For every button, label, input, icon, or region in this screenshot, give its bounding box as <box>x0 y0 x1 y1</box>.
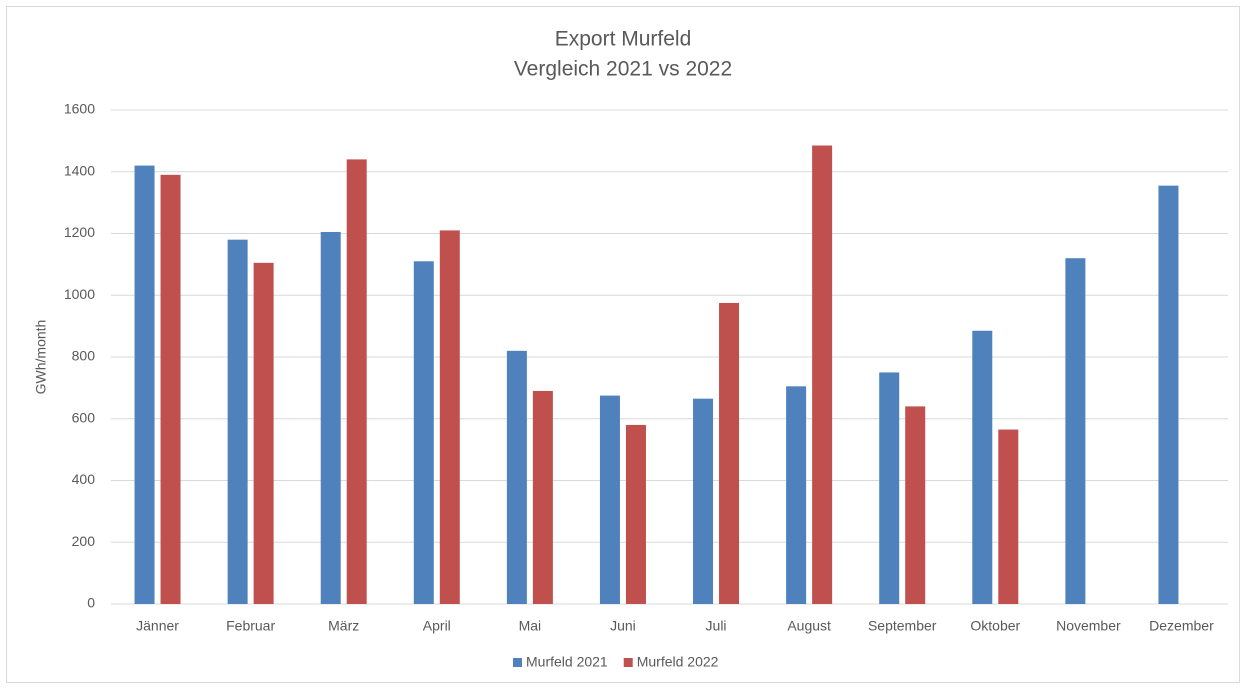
bar <box>439 230 460 604</box>
y-axis-label: GWh/month <box>33 320 49 395</box>
x-tick-label: März <box>328 618 359 634</box>
y-tick-label: 0 <box>87 595 95 611</box>
bar <box>905 406 926 604</box>
y-tick-label: 800 <box>72 348 96 364</box>
x-tick-label: August <box>787 618 831 634</box>
y-tick-label: 200 <box>72 533 96 549</box>
bar <box>719 302 740 604</box>
x-tick-label: Juli <box>706 618 727 634</box>
bar <box>253 262 274 604</box>
bar <box>625 424 646 604</box>
bar <box>879 372 900 604</box>
bar <box>693 398 714 604</box>
x-tick-label: November <box>1056 618 1121 634</box>
bar <box>599 395 620 604</box>
x-tick-label: September <box>868 618 937 634</box>
legend-swatch <box>513 658 522 667</box>
legend-swatch <box>623 658 633 667</box>
bar <box>532 390 553 604</box>
bar <box>812 145 833 604</box>
x-tick-label: April <box>423 618 451 634</box>
y-tick-label: 600 <box>72 409 96 425</box>
chart-title: Export Murfeld <box>555 28 692 51</box>
y-tick-label: 1400 <box>64 162 95 178</box>
bar <box>134 165 155 604</box>
bar <box>998 429 1019 604</box>
bar <box>346 159 367 604</box>
y-tick-label: 1600 <box>64 101 95 117</box>
bar <box>160 174 181 604</box>
chart-subtitle: Vergleich 2021 vs 2022 <box>514 58 732 81</box>
legend-label: Murfeld 2021 <box>526 654 608 670</box>
bar <box>227 239 248 605</box>
bar <box>1158 185 1179 605</box>
bar <box>320 231 341 605</box>
x-tick-label: Juni <box>610 618 636 634</box>
bar <box>506 350 527 604</box>
x-tick-label: Jänner <box>136 618 179 634</box>
bar <box>413 261 434 604</box>
y-tick-label: 400 <box>72 471 96 487</box>
bar <box>1065 258 1086 604</box>
chart-border <box>6 6 1240 683</box>
y-tick-label: 1200 <box>64 224 95 240</box>
legend-label: Murfeld 2022 <box>637 654 719 670</box>
x-tick-label: Oktober <box>970 618 1020 634</box>
x-tick-label: Mai <box>519 618 542 634</box>
x-tick-label: Februar <box>226 618 275 634</box>
bar <box>786 386 807 604</box>
x-tick-label: Dezember <box>1149 618 1214 634</box>
y-tick-label: 1000 <box>64 286 95 302</box>
bar <box>972 330 993 604</box>
